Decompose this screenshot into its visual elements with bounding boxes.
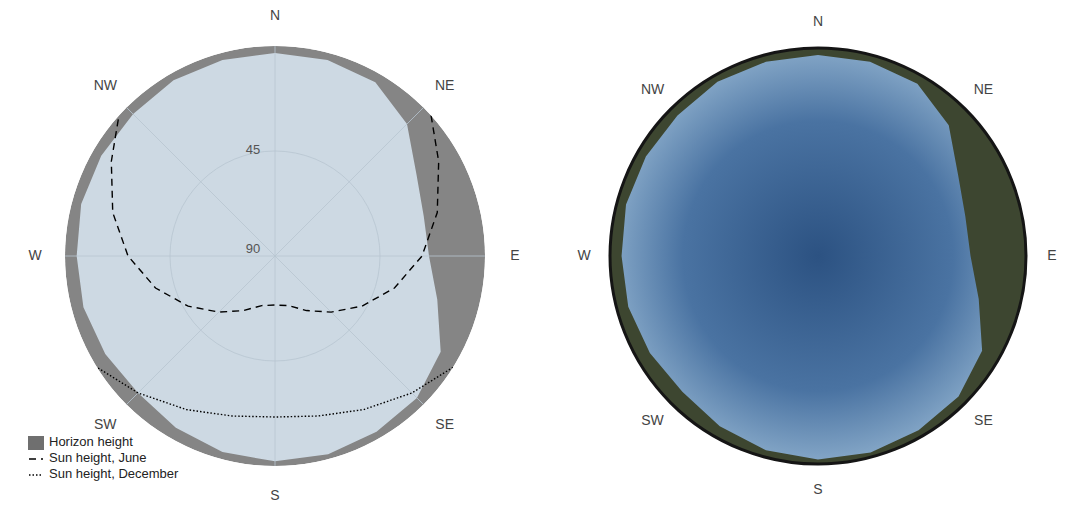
- grid-radial: [65, 256, 275, 257]
- sun-path: [97, 367, 453, 417]
- legend: Horizon heightSun height, JuneSun height…: [28, 434, 179, 481]
- compass-label: NE: [435, 77, 454, 93]
- compass-label: SE: [435, 416, 454, 432]
- photo-ground: [610, 48, 1026, 464]
- grid-radial: [127, 256, 275, 404]
- grid-radial: [275, 256, 485, 257]
- horizon-ground: [65, 46, 485, 466]
- legend-swatch: [28, 436, 44, 450]
- compass-label: NE: [974, 81, 993, 97]
- tick-label: 45: [246, 142, 260, 157]
- compass-label: NW: [641, 81, 665, 97]
- photo-sky: [622, 55, 983, 459]
- polar-chart: 45 90 N NE E SE S SW W NW: [28, 7, 519, 503]
- grid-radial: [275, 256, 276, 466]
- legend-swatch: [29, 458, 43, 459]
- photo-rim: [610, 48, 1026, 464]
- compass-label: N: [813, 13, 823, 29]
- compass-label: E: [1047, 247, 1056, 263]
- grid-radial: [275, 256, 423, 404]
- grid-radial: [127, 108, 275, 256]
- grid-radial: [275, 46, 276, 256]
- compass-label: SW: [94, 416, 117, 432]
- compass-label: W: [28, 247, 42, 263]
- compass-label: E: [510, 247, 519, 263]
- compass-label: SW: [641, 412, 664, 428]
- plot-area: [65, 46, 485, 466]
- horizon-line: [77, 53, 441, 461]
- sun-path: [111, 115, 438, 312]
- figure: 4590NNEESESSWWNWHorizon heightSun height…: [0, 0, 1073, 521]
- compass-label: W: [577, 247, 591, 263]
- legend-label: Sun height, June: [49, 450, 147, 465]
- fisheye-photo: N NE E SE S SW W NW: [577, 13, 1056, 497]
- grid-radial: [275, 108, 423, 256]
- photo-area: [610, 48, 1026, 464]
- tick-label: 90: [246, 241, 260, 256]
- compass-label: S: [270, 487, 279, 503]
- compass-label: N: [270, 7, 280, 23]
- compass-label: SE: [974, 412, 993, 428]
- legend-label: Horizon height: [49, 434, 133, 449]
- compass-label: S: [813, 481, 822, 497]
- legend-swatch: [29, 474, 43, 475]
- legend-label: Sun height, December: [49, 466, 179, 481]
- compass-label: NW: [94, 77, 118, 93]
